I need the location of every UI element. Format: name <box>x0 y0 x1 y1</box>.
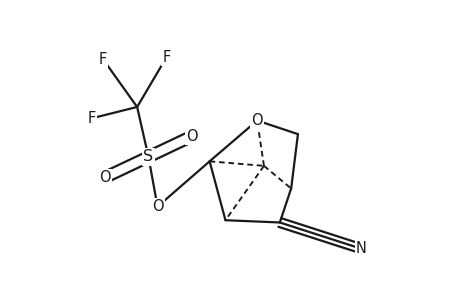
Text: F: F <box>162 50 170 64</box>
Text: F: F <box>88 111 96 126</box>
Text: O: O <box>151 199 163 214</box>
Text: S: S <box>143 149 153 164</box>
Text: O: O <box>100 170 111 185</box>
Text: N: N <box>355 241 366 256</box>
Text: O: O <box>185 129 197 144</box>
Text: F: F <box>99 52 107 67</box>
Text: O: O <box>251 113 263 128</box>
